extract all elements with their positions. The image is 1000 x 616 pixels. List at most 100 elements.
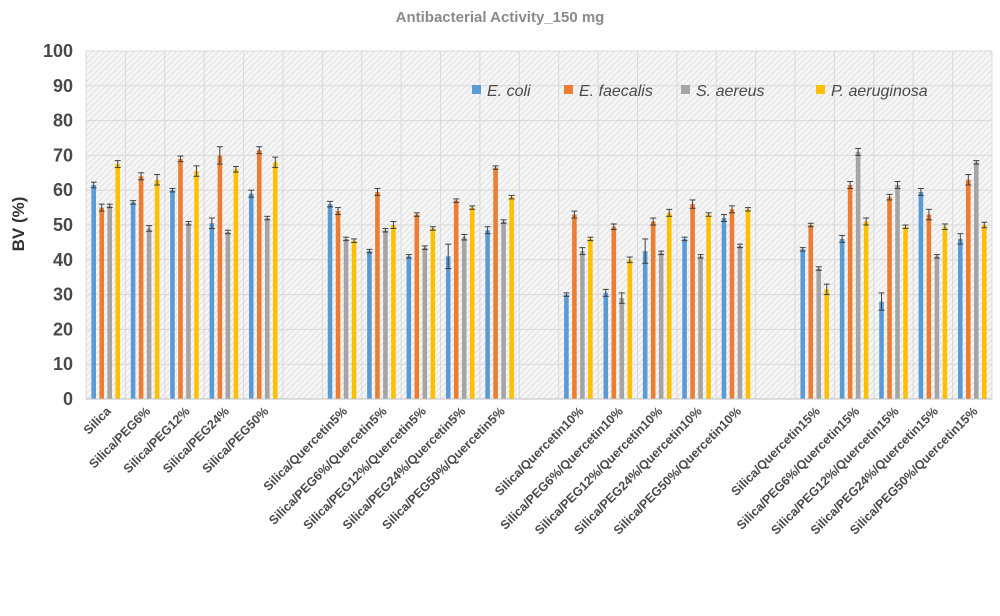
- bar: [367, 251, 372, 399]
- bar: [903, 226, 908, 399]
- bar: [91, 184, 96, 399]
- bar: [816, 268, 822, 399]
- bar: [256, 150, 262, 399]
- bar: [375, 191, 380, 399]
- bar: [800, 249, 806, 399]
- y-tick-label: 10: [53, 354, 73, 374]
- bar: [225, 231, 231, 399]
- legend-swatch: [816, 85, 825, 94]
- bar: [178, 158, 183, 399]
- bar: [808, 225, 814, 399]
- y-tick-label: 70: [53, 145, 73, 165]
- bar: [391, 225, 396, 399]
- bar: [493, 167, 498, 399]
- bar: [666, 212, 672, 399]
- bar: [170, 190, 175, 399]
- bar: [706, 214, 711, 399]
- bar: [588, 238, 593, 399]
- bar: [461, 237, 467, 399]
- bar: [186, 223, 191, 399]
- bar: [343, 238, 349, 399]
- bar: [824, 289, 830, 399]
- bar: [99, 207, 104, 399]
- legend-swatch: [564, 85, 573, 94]
- bar: [430, 228, 436, 399]
- y-axis-label: BV (%): [9, 197, 28, 252]
- bar: [501, 221, 506, 399]
- bar: [453, 200, 459, 399]
- y-tick-label: 80: [53, 111, 73, 131]
- bar: [154, 179, 160, 399]
- y-tick-label: 90: [53, 76, 73, 96]
- bar: [217, 155, 223, 399]
- bar: [327, 204, 333, 399]
- bar: [982, 225, 987, 399]
- bar: [445, 256, 451, 399]
- legend: E. coli E. faecalis S. aereus P. aeruginosa: [472, 83, 928, 100]
- bar: [879, 301, 884, 399]
- legend-label: E. coli: [487, 83, 531, 100]
- bar: [115, 164, 120, 399]
- bar: [839, 238, 845, 399]
- bar: [966, 179, 971, 399]
- legend-label: S. aereus: [696, 83, 764, 100]
- bar: [863, 221, 869, 399]
- legend-label: P. aeruginosa: [831, 83, 928, 100]
- bar: [406, 256, 412, 399]
- y-tick-label: 50: [53, 215, 73, 235]
- y-tick-label: 100: [43, 41, 73, 61]
- x-tick-label: Silica: [81, 403, 115, 437]
- legend-label: E. faecalis: [579, 83, 653, 100]
- bar: [335, 211, 341, 399]
- bar: [619, 298, 625, 399]
- bar: [572, 214, 577, 399]
- bar: [194, 171, 199, 399]
- bar: [611, 226, 617, 399]
- y-tick-label: 30: [53, 285, 73, 305]
- bar: [264, 218, 270, 399]
- bar: [650, 221, 656, 399]
- bar: [895, 184, 900, 399]
- bar: [855, 151, 861, 399]
- bar: [729, 209, 735, 399]
- y-tick-label: 40: [53, 250, 73, 270]
- bar: [627, 259, 633, 399]
- bar: [918, 191, 924, 399]
- bar: [603, 292, 609, 399]
- bar: [351, 240, 357, 399]
- bar: [942, 226, 948, 399]
- bar: [107, 205, 112, 399]
- plot-area: 0102030405060708090100SilicaSilica/PEG6%…: [43, 41, 993, 537]
- bar: [580, 251, 585, 399]
- bar: [130, 202, 136, 399]
- bar: [209, 223, 215, 399]
- y-tick-label: 60: [53, 180, 73, 200]
- y-tick-label: 0: [63, 389, 73, 409]
- bar: [469, 207, 475, 399]
- bar: [974, 162, 979, 399]
- chart-title: Antibacterial Activity_150 mg: [396, 9, 605, 26]
- bar: [233, 169, 239, 399]
- bar: [926, 214, 932, 399]
- bar: [509, 197, 514, 399]
- bar: [564, 294, 569, 399]
- bar: [721, 218, 727, 399]
- bar: [847, 184, 853, 399]
- bar: [658, 252, 664, 399]
- bar: [248, 193, 254, 399]
- bar: [272, 162, 278, 399]
- bar: [414, 214, 420, 399]
- bar: [682, 238, 687, 399]
- bar: [642, 251, 648, 399]
- bar: [887, 197, 892, 399]
- bar: [737, 245, 743, 399]
- legend-swatch: [472, 85, 481, 94]
- bar: [138, 176, 144, 399]
- bar: [422, 247, 428, 399]
- bar: [383, 230, 388, 399]
- bar: [934, 256, 940, 399]
- bar: [698, 256, 703, 399]
- legend-swatch: [681, 85, 690, 94]
- bar: [745, 209, 751, 399]
